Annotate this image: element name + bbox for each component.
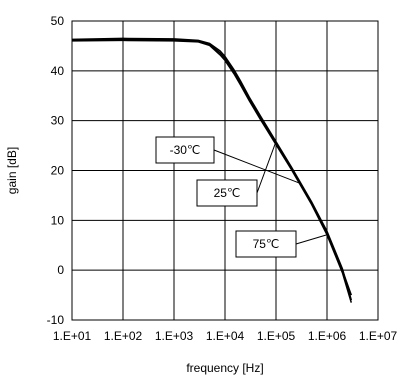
y-tick-label: 10 [51,213,65,227]
y-tick-label: 30 [51,114,65,128]
x-axis-label: frequency [Hz] [186,361,263,375]
x-tick-label: 1.E+05 [257,329,296,343]
annotations: -30℃ 25℃ 75℃ [155,136,328,258]
annotation-box [235,230,297,258]
y-tick-label: 0 [57,263,64,277]
y-tick-label: 20 [51,164,65,178]
annotation-label: 25℃ [214,186,241,200]
y-tick-labels: -10 0 10 20 30 40 50 [47,14,65,327]
series-lines [72,37,353,303]
annotation-leader [295,234,328,245]
y-tick-label: 40 [51,64,65,78]
series-line-2 [72,39,353,303]
x-tick-label: 1.E+02 [104,329,143,343]
series-line-1 [72,37,353,301]
annotation-leader [256,141,277,194]
series-line-0 [72,38,353,296]
annotation-leader [213,149,301,184]
annotation-label: 75℃ [253,237,280,251]
y-axis-label: gain [dB] [5,147,19,194]
plot-area [71,20,379,321]
annotation-box [155,136,215,164]
annotation-label: -30℃ [170,143,201,157]
grid [72,21,378,320]
y-tick-label: 50 [51,14,65,28]
x-tick-label: 1.E+01 [53,329,92,343]
x-tick-label: 1.E+07 [359,329,398,343]
x-tick-label: 1.E+06 [308,329,347,343]
y-tick-label: -10 [47,313,65,327]
x-tick-labels: 1.E+01 1.E+02 1.E+03 1.E+04 1.E+05 1.E+06 1.E+… [53,329,398,343]
x-tick-label: 1.E+04 [206,329,245,343]
x-tick-label: 1.E+03 [155,329,194,343]
annotation-box [196,179,258,207]
